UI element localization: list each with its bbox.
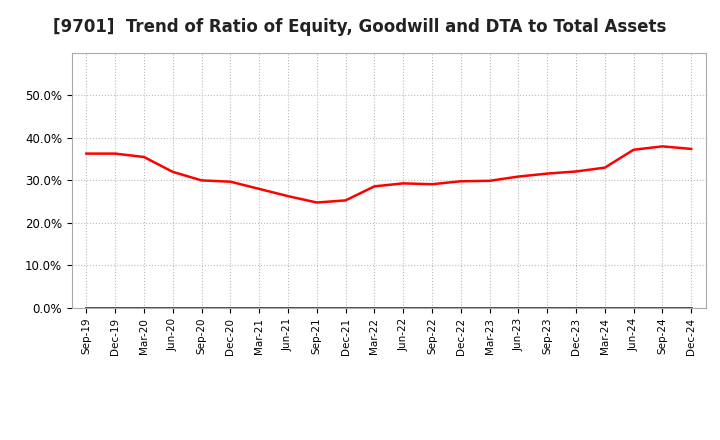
Equity: [341, 198, 350, 203]
Equity: [111, 151, 120, 156]
Goodwill: [687, 305, 696, 311]
Equity: [140, 154, 148, 160]
Equity: [370, 184, 379, 189]
Deferred Tax Assets: [572, 305, 580, 311]
Deferred Tax Assets: [514, 305, 523, 311]
Goodwill: [111, 305, 120, 311]
Goodwill: [658, 305, 667, 311]
Goodwill: [140, 305, 148, 311]
Goodwill: [572, 305, 580, 311]
Equity: [312, 200, 321, 205]
Deferred Tax Assets: [485, 305, 494, 311]
Deferred Tax Assets: [428, 305, 436, 311]
Goodwill: [399, 305, 408, 311]
Goodwill: [168, 305, 177, 311]
Equity: [600, 165, 609, 170]
Deferred Tax Assets: [284, 305, 292, 311]
Goodwill: [341, 305, 350, 311]
Equity: [168, 169, 177, 175]
Equity: [629, 147, 638, 152]
Deferred Tax Assets: [226, 305, 235, 311]
Text: [9701]  Trend of Ratio of Equity, Goodwill and DTA to Total Assets: [9701] Trend of Ratio of Equity, Goodwil…: [53, 18, 667, 36]
Goodwill: [312, 305, 321, 311]
Goodwill: [600, 305, 609, 311]
Deferred Tax Assets: [399, 305, 408, 311]
Equity: [399, 181, 408, 186]
Deferred Tax Assets: [370, 305, 379, 311]
Equity: [82, 151, 91, 156]
Goodwill: [456, 305, 465, 311]
Goodwill: [370, 305, 379, 311]
Goodwill: [629, 305, 638, 311]
Deferred Tax Assets: [82, 305, 91, 311]
Equity: [658, 144, 667, 149]
Goodwill: [255, 305, 264, 311]
Equity: [428, 182, 436, 187]
Deferred Tax Assets: [687, 305, 696, 311]
Equity: [226, 179, 235, 184]
Deferred Tax Assets: [341, 305, 350, 311]
Equity: [687, 146, 696, 151]
Equity: [255, 186, 264, 191]
Equity: [543, 171, 552, 176]
Goodwill: [226, 305, 235, 311]
Equity: [197, 178, 206, 183]
Equity: [284, 194, 292, 199]
Goodwill: [543, 305, 552, 311]
Deferred Tax Assets: [629, 305, 638, 311]
Goodwill: [428, 305, 436, 311]
Deferred Tax Assets: [168, 305, 177, 311]
Deferred Tax Assets: [456, 305, 465, 311]
Line: Equity: Equity: [86, 147, 691, 202]
Goodwill: [284, 305, 292, 311]
Goodwill: [485, 305, 494, 311]
Deferred Tax Assets: [658, 305, 667, 311]
Goodwill: [197, 305, 206, 311]
Equity: [485, 178, 494, 183]
Deferred Tax Assets: [111, 305, 120, 311]
Deferred Tax Assets: [255, 305, 264, 311]
Equity: [514, 174, 523, 179]
Goodwill: [82, 305, 91, 311]
Deferred Tax Assets: [600, 305, 609, 311]
Equity: [572, 169, 580, 174]
Deferred Tax Assets: [197, 305, 206, 311]
Deferred Tax Assets: [312, 305, 321, 311]
Goodwill: [514, 305, 523, 311]
Equity: [456, 179, 465, 184]
Deferred Tax Assets: [543, 305, 552, 311]
Deferred Tax Assets: [140, 305, 148, 311]
